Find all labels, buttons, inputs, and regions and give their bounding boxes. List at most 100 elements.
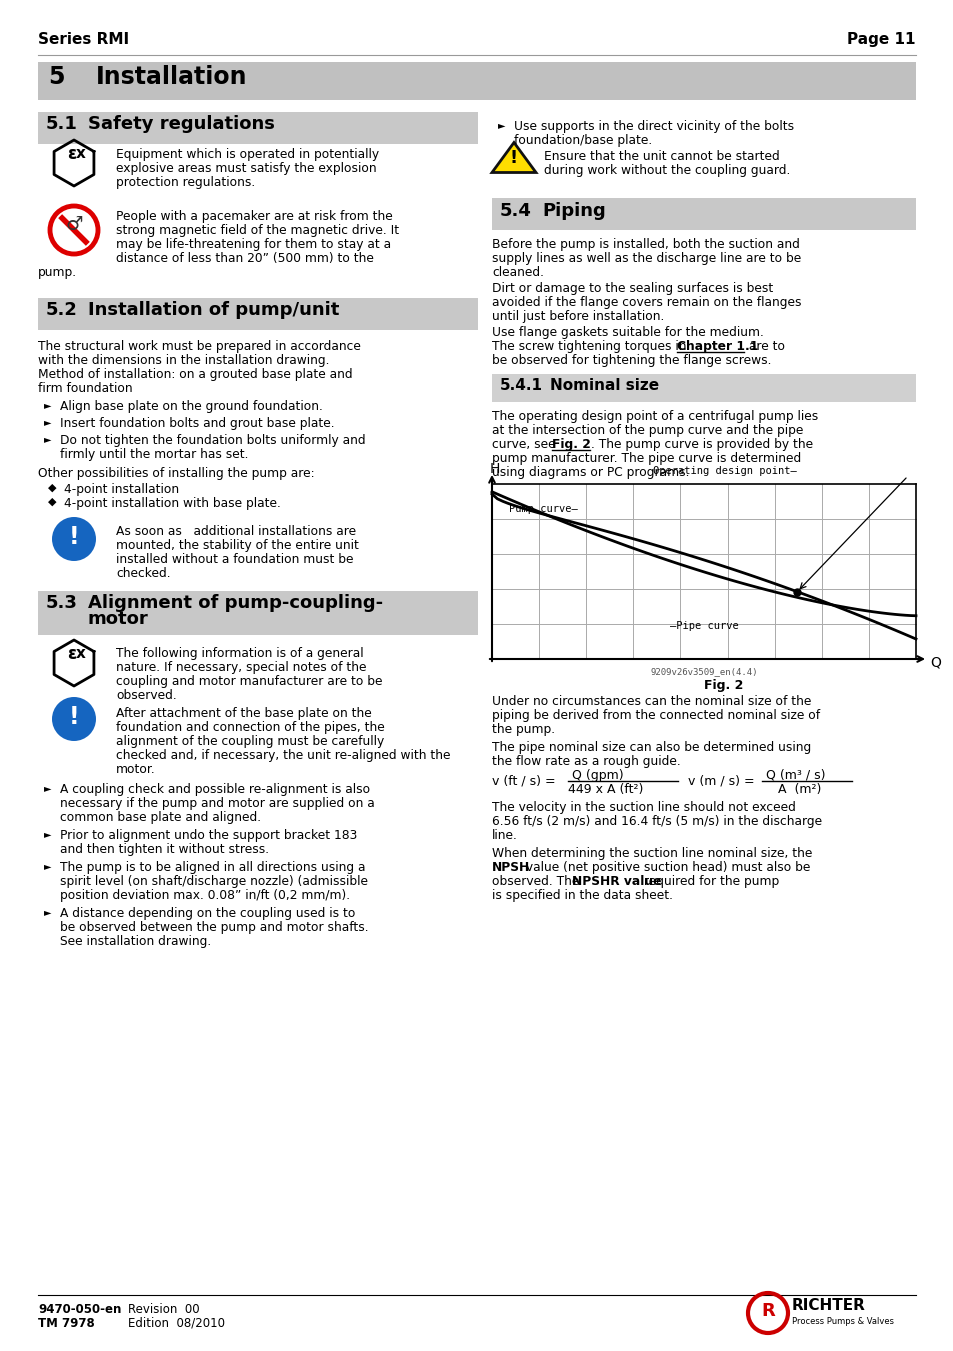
Bar	[38, 299, 477, 330]
Text: The pump is to be aligned in all directions using a: The pump is to be aligned in all directi…	[60, 861, 365, 874]
Text: may be life-threatening for them to stay at a: may be life-threatening for them to stay…	[116, 238, 391, 251]
Text: coupling and motor manufacturer are to be: coupling and motor manufacturer are to b…	[116, 676, 382, 688]
Text: A  (m²): A (m²)	[778, 784, 821, 796]
Text: pump.: pump.	[38, 266, 77, 280]
Text: motor.: motor.	[116, 763, 155, 775]
Text: Installation of pump/unit: Installation of pump/unit	[88, 301, 339, 319]
Text: —Pipe curve: —Pipe curve	[669, 621, 738, 631]
Text: foundation/base plate.: foundation/base plate.	[514, 134, 652, 147]
Text: installed without a foundation must be: installed without a foundation must be	[116, 553, 354, 566]
Bar	[38, 62, 915, 100]
Text: R: R	[760, 1302, 774, 1320]
Text: Page 11: Page 11	[846, 32, 915, 47]
Text: 5.4.1: 5.4.1	[499, 378, 542, 393]
Text: 6.56 ft/s (2 m/s) and 16.4 ft/s (5 m/s) in the discharge: 6.56 ft/s (2 m/s) and 16.4 ft/s (5 m/s) …	[492, 815, 821, 828]
Text: Chapter 1.1: Chapter 1.1	[677, 340, 758, 353]
Text: The following information is of a general: The following information is of a genera…	[116, 647, 363, 661]
Text: observed.: observed.	[116, 689, 176, 703]
Text: alignment of the coupling must be carefully: alignment of the coupling must be carefu…	[116, 735, 384, 748]
Text: ►: ►	[44, 400, 51, 409]
Text: When determining the suction line nominal size, the: When determining the suction line nomina…	[492, 847, 812, 861]
Text: Use supports in the direct vicinity of the bolts: Use supports in the direct vicinity of t…	[514, 120, 793, 132]
Text: strong magnetic field of the magnetic drive. It: strong magnetic field of the magnetic dr…	[116, 224, 398, 236]
Text: After attachment of the base plate on the: After attachment of the base plate on th…	[116, 707, 372, 720]
Text: x: x	[76, 146, 86, 162]
Text: mounted, the stability of the entire unit: mounted, the stability of the entire uni…	[116, 539, 358, 553]
Text: at the intersection of the pump curve and the pipe: at the intersection of the pump curve an…	[492, 424, 802, 436]
Circle shape	[52, 517, 96, 561]
Text: ►: ►	[44, 830, 51, 839]
Text: TM 7978: TM 7978	[38, 1317, 94, 1329]
Text: motor: motor	[88, 611, 149, 628]
Text: Insert foundation bolts and grout base plate.: Insert foundation bolts and grout base p…	[60, 417, 335, 430]
Text: Alignment of pump-coupling-: Alignment of pump-coupling-	[88, 594, 383, 612]
Text: Safety regulations: Safety regulations	[88, 115, 274, 132]
Bar	[38, 590, 477, 635]
Text: Under no circumstances can the nominal size of the: Under no circumstances can the nominal s…	[492, 694, 810, 708]
Text: is specified in the data sheet.: is specified in the data sheet.	[492, 889, 672, 902]
Text: protection regulations.: protection regulations.	[116, 176, 255, 189]
Text: The operating design point of a centrifugal pump lies: The operating design point of a centrifu…	[492, 409, 818, 423]
Text: avoided if the flange covers remain on the flanges: avoided if the flange covers remain on t…	[492, 296, 801, 309]
Text: Piping: Piping	[541, 203, 605, 220]
Text: Dirt or damage to the sealing surfaces is best: Dirt or damage to the sealing surfaces i…	[492, 282, 773, 295]
Text: firmly until the mortar has set.: firmly until the mortar has set.	[60, 449, 248, 461]
Text: 5: 5	[48, 65, 65, 89]
Text: ►: ►	[44, 861, 51, 871]
Text: Process Pumps & Valves: Process Pumps & Valves	[791, 1316, 893, 1325]
Text: ►: ►	[497, 120, 505, 130]
Text: Other possibilities of installing the pump are:: Other possibilities of installing the pu…	[38, 467, 314, 480]
Text: A coupling check and possible re-alignment is also: A coupling check and possible re-alignme…	[60, 784, 370, 796]
Text: Before the pump is installed, both the suction and: Before the pump is installed, both the s…	[492, 238, 799, 251]
Text: Use flange gaskets suitable for the medium.: Use flange gaskets suitable for the medi…	[492, 326, 763, 339]
Text: spirit level (on shaft/discharge nozzle) (admissible: spirit level (on shaft/discharge nozzle)…	[60, 875, 368, 888]
Text: 449 x A (ft²): 449 x A (ft²)	[567, 784, 642, 796]
Text: The screw tightening torques in: The screw tightening torques in	[492, 340, 690, 353]
Text: 4-point installation with base plate.: 4-point installation with base plate.	[64, 497, 280, 509]
Text: People with a pacemaker are at risk from the: People with a pacemaker are at risk from…	[116, 209, 393, 223]
Text: RICHTER: RICHTER	[791, 1297, 865, 1313]
Text: The pipe nominal size can also be determined using: The pipe nominal size can also be determ…	[492, 740, 810, 754]
Text: piping be derived from the connected nominal size of: piping be derived from the connected nom…	[492, 709, 820, 721]
Text: until just before installation.: until just before installation.	[492, 309, 663, 323]
Text: ◆: ◆	[48, 497, 56, 507]
Text: ε: ε	[68, 145, 76, 163]
Text: line.: line.	[492, 830, 517, 842]
Text: v (m / s) =: v (m / s) =	[687, 775, 754, 788]
Bar	[492, 199, 915, 230]
Text: v (ft / s) =: v (ft / s) =	[492, 775, 555, 788]
Text: Prior to alignment undo the support bracket 183: Prior to alignment undo the support brac…	[60, 830, 357, 842]
Text: common base plate and aligned.: common base plate and aligned.	[60, 811, 261, 824]
Text: ◆: ◆	[48, 484, 56, 493]
Text: Q (m³ / s): Q (m³ / s)	[765, 769, 824, 782]
Polygon shape	[492, 142, 536, 173]
Text: x: x	[76, 647, 86, 662]
Text: ►: ►	[44, 434, 51, 444]
Text: Edition  08/2010: Edition 08/2010	[128, 1317, 225, 1329]
Text: Fig. 2: Fig. 2	[552, 438, 590, 451]
Text: Q (gpm): Q (gpm)	[572, 769, 623, 782]
Text: Revision  00: Revision 00	[128, 1302, 199, 1316]
Text: during work without the coupling guard.: during work without the coupling guard.	[543, 163, 789, 177]
Text: !: !	[510, 149, 517, 168]
Circle shape	[52, 697, 96, 740]
Text: H: H	[490, 462, 500, 476]
Text: 5.1: 5.1	[46, 115, 78, 132]
Text: ►: ►	[44, 784, 51, 793]
Text: checked.: checked.	[116, 567, 171, 580]
Text: necessary if the pump and motor are supplied on a: necessary if the pump and motor are supp…	[60, 797, 375, 811]
Text: supply lines as well as the discharge line are to be: supply lines as well as the discharge li…	[492, 253, 801, 265]
Text: the flow rate as a rough guide.: the flow rate as a rough guide.	[492, 755, 680, 767]
Text: Nominal size: Nominal size	[550, 378, 659, 393]
Text: using diagrams or PC programs.: using diagrams or PC programs.	[492, 466, 689, 480]
Text: Operating design point—: Operating design point—	[653, 466, 796, 476]
Text: ε: ε	[68, 644, 76, 663]
Text: As soon as   additional installations are: As soon as additional installations are	[116, 526, 355, 538]
Text: ►: ►	[44, 907, 51, 917]
Text: be observed between the pump and motor shafts.: be observed between the pump and motor s…	[60, 921, 368, 934]
Bar	[38, 112, 477, 145]
Text: ►: ►	[44, 417, 51, 427]
Text: NPSH: NPSH	[492, 861, 530, 874]
Text: position deviation max. 0.08” in/ft (0,2 mm/m).: position deviation max. 0.08” in/ft (0,2…	[60, 889, 350, 902]
Text: !: !	[69, 705, 79, 730]
